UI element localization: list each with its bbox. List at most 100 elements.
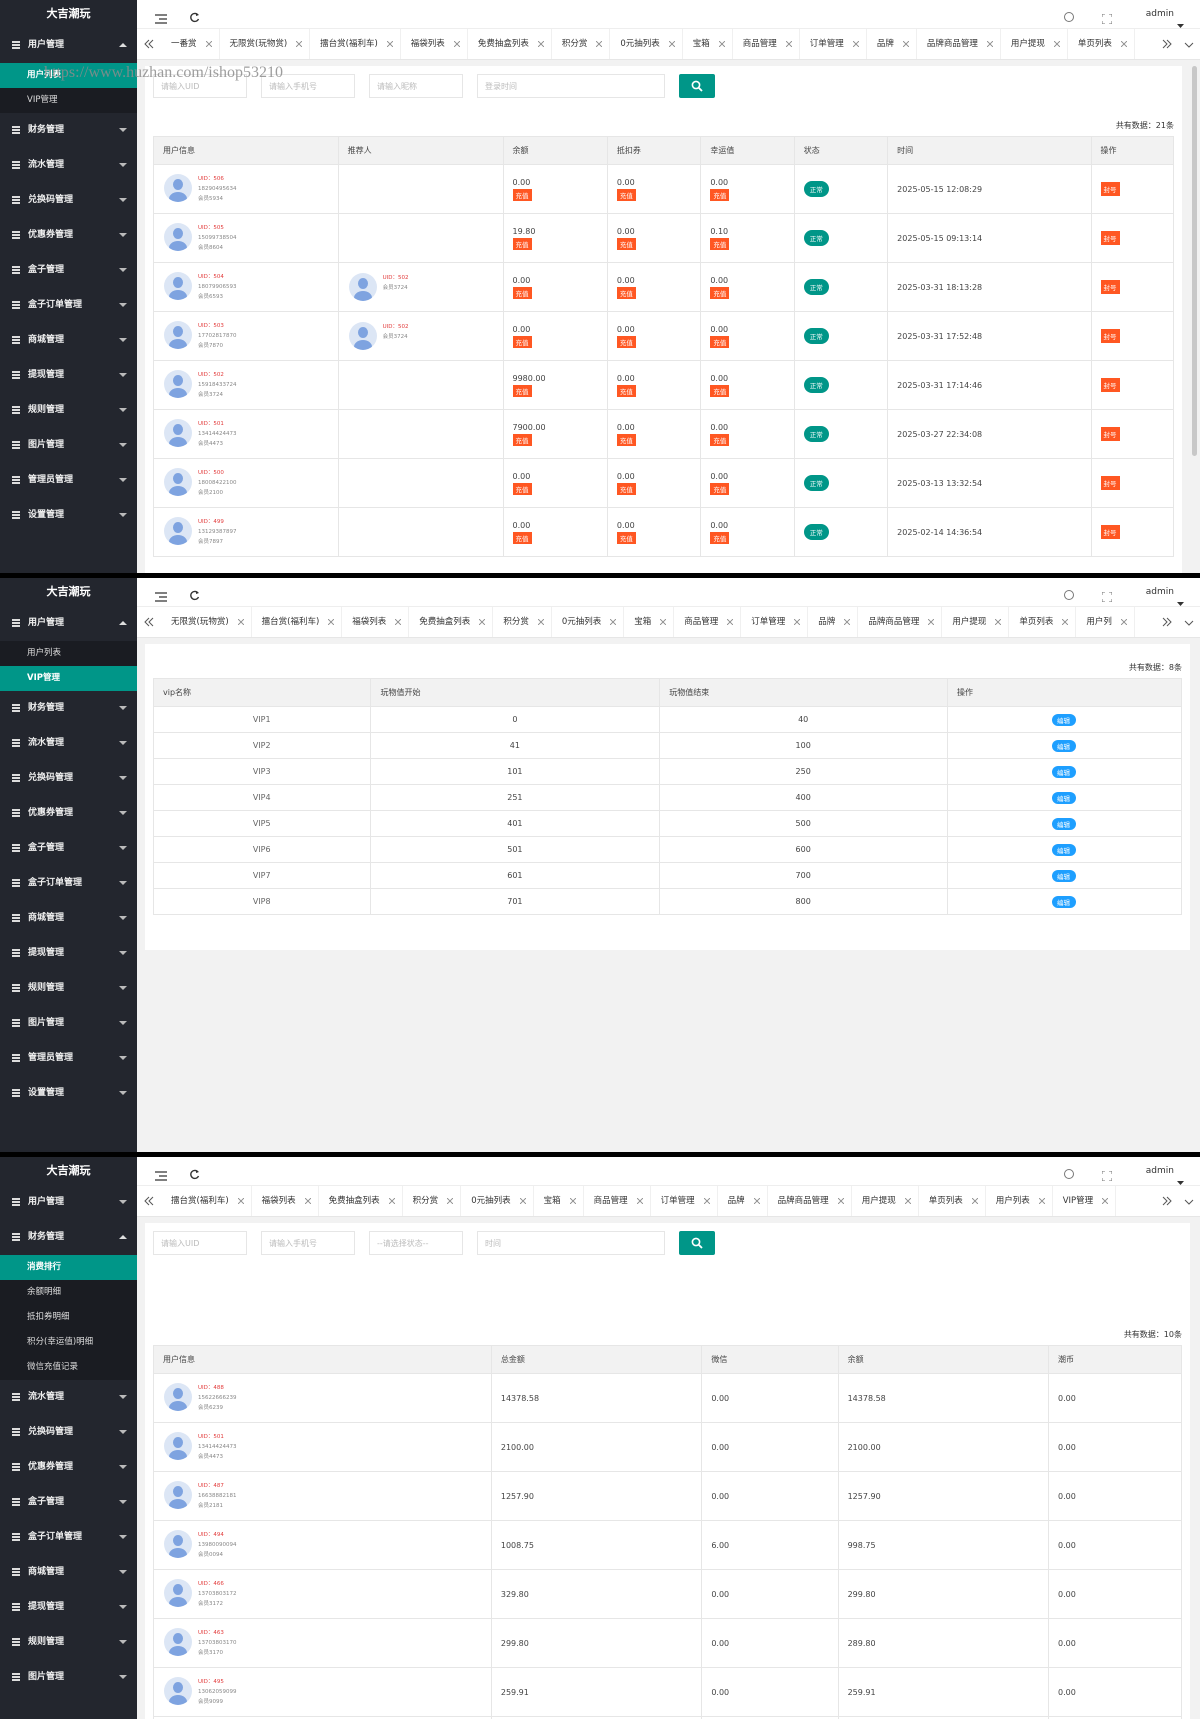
recharge-button[interactable]: 充值 xyxy=(616,237,636,250)
tab[interactable]: 订单管理 xyxy=(651,1186,718,1216)
submenu-item[interactable]: 用户列表 xyxy=(27,648,62,658)
menu-item[interactable]: 图片管理 xyxy=(0,1006,137,1041)
tab[interactable]: 订单管理 xyxy=(800,29,867,59)
menu-item[interactable]: 盒子订单管理 xyxy=(0,1520,137,1555)
recharge-button[interactable]: 充值 xyxy=(616,531,636,544)
menu-item[interactable]: 提现管理 xyxy=(0,1590,137,1625)
recharge-button[interactable]: 充值 xyxy=(710,433,730,446)
tab[interactable]: 积分赏 xyxy=(403,1186,462,1216)
menu-item[interactable]: 设置管理 xyxy=(0,1076,137,1111)
menu-item[interactable]: 财务管理 xyxy=(0,691,137,726)
recharge-button[interactable]: 充值 xyxy=(512,335,532,348)
refresh[interactable] xyxy=(189,1165,200,1184)
recharge-button[interactable]: 充值 xyxy=(512,188,532,201)
ban-button[interactable]: 封号 xyxy=(1100,476,1120,490)
menu-item[interactable]: 规则管理 xyxy=(0,393,137,428)
filter-input[interactable]: 请输入手机号 xyxy=(261,1231,355,1255)
tab[interactable]: 宝箱 xyxy=(624,607,675,637)
tab[interactable]: 订单管理 xyxy=(741,607,809,637)
edit-button[interactable]: 编辑 xyxy=(1052,739,1077,752)
menu-item[interactable]: 商城管理 xyxy=(0,323,137,358)
recharge-button[interactable]: 充值 xyxy=(512,286,532,299)
filter-input[interactable]: 登录时间 xyxy=(477,74,665,98)
menu-item[interactable]: 盒子订单管理 xyxy=(0,866,137,901)
ban-button[interactable]: 封号 xyxy=(1100,427,1120,441)
tab[interactable]: 无限赏(玩物赏) xyxy=(161,607,252,637)
recharge-button[interactable]: 充值 xyxy=(710,286,730,299)
tab[interactable]: 单页列表 xyxy=(1068,29,1135,59)
recharge-button[interactable]: 充值 xyxy=(710,237,730,250)
recharge-button[interactable]: 充值 xyxy=(512,237,532,250)
menu-item[interactable]: 优惠券管理 xyxy=(0,218,137,253)
tab[interactable]: 品牌 xyxy=(867,29,917,59)
submenu-item[interactable]: VIP管理 xyxy=(27,95,58,105)
edit-button[interactable]: 编辑 xyxy=(1052,843,1077,856)
tabs-next[interactable] xyxy=(1162,617,1172,630)
menu-item[interactable]: 规则管理 xyxy=(0,971,137,1006)
tab[interactable]: 福袋列表 xyxy=(401,29,468,59)
caret[interactable] xyxy=(1177,590,1184,618)
ban-button[interactable]: 封号 xyxy=(1100,182,1120,196)
submenu-item[interactable]: 抵扣券明细 xyxy=(27,1312,70,1322)
menu-item[interactable]: 盒子管理 xyxy=(0,253,137,288)
recharge-button[interactable]: 充值 xyxy=(616,188,636,201)
menu-item[interactable]: 用户管理 xyxy=(0,28,137,63)
menu-item[interactable]: 用户管理 xyxy=(0,1185,137,1220)
tab[interactable]: 品牌商品管理 xyxy=(768,1186,852,1216)
tab[interactable]: 免费抽盒列表 xyxy=(468,29,552,59)
tab[interactable]: 一番赏 xyxy=(161,29,220,59)
menu-item[interactable]: 盒子管理 xyxy=(0,1485,137,1520)
menu-item[interactable]: 商城管理 xyxy=(0,901,137,936)
tab[interactable]: 品牌 xyxy=(808,607,859,637)
refresh[interactable] xyxy=(189,586,200,605)
submenu-item[interactable]: 积分(幸运值)明细 xyxy=(27,1337,94,1347)
submenu-item[interactable]: VIP管理 xyxy=(0,666,137,691)
submenu-item[interactable]: 消费排行 xyxy=(0,1255,137,1280)
menu-item[interactable]: 优惠券管理 xyxy=(0,796,137,831)
menu-item[interactable]: 财务管理 xyxy=(0,113,137,148)
tab[interactable]: 单页列表 xyxy=(1009,607,1077,637)
recharge-button[interactable]: 充值 xyxy=(710,335,730,348)
tab[interactable]: VIP管理 xyxy=(1053,1186,1117,1216)
tab[interactable]: 0元抽列表 xyxy=(552,607,625,637)
menu-item[interactable]: 提现管理 xyxy=(0,936,137,971)
ban-button[interactable]: 封号 xyxy=(1100,231,1120,245)
tab[interactable]: 擂台赏(福利车) xyxy=(161,1186,252,1216)
tab[interactable]: 品牌商品管理 xyxy=(858,607,943,637)
edit-button[interactable]: 编辑 xyxy=(1052,765,1077,778)
menu-item[interactable]: 流水管理 xyxy=(0,148,137,183)
recharge-button[interactable]: 充值 xyxy=(616,384,636,397)
tab[interactable]: 擂台赏(福利车) xyxy=(252,607,343,637)
recharge-button[interactable]: 充值 xyxy=(710,188,730,201)
edit-button[interactable]: 编辑 xyxy=(1052,895,1077,908)
recharge-button[interactable]: 充值 xyxy=(512,482,532,495)
filter-input[interactable]: --请选择状态-- xyxy=(369,1231,463,1255)
theme[interactable] xyxy=(1063,8,1075,27)
submenu-item[interactable]: 微信充值记录 xyxy=(27,1362,79,1372)
ban-button[interactable]: 封号 xyxy=(1100,525,1120,539)
recharge-button[interactable]: 充值 xyxy=(616,482,636,495)
tabs-prev[interactable] xyxy=(144,617,154,630)
tab[interactable]: 商品管理 xyxy=(584,1186,651,1216)
theme[interactable] xyxy=(1063,1165,1075,1184)
menu-item[interactable]: 管理员管理 xyxy=(0,1041,137,1076)
filter-input[interactable]: 时间 xyxy=(477,1231,665,1255)
tab[interactable]: 0元抽列表 xyxy=(610,29,683,59)
recharge-button[interactable]: 充值 xyxy=(616,335,636,348)
submenu-item[interactable]: 用户列表 xyxy=(0,63,137,88)
filter-input[interactable]: 请输入UID xyxy=(153,74,247,98)
tabs-more[interactable] xyxy=(1184,1198,1194,1208)
tab[interactable]: 用户列表 xyxy=(986,1186,1053,1216)
filter-input[interactable]: 请输入手机号 xyxy=(261,74,355,98)
edit-button[interactable]: 编辑 xyxy=(1052,869,1077,882)
recharge-button[interactable]: 充值 xyxy=(710,482,730,495)
fullscreen[interactable] xyxy=(1101,587,1113,606)
menu-item[interactable]: 兑换码管理 xyxy=(0,1415,137,1450)
tab[interactable]: 宝箱 xyxy=(534,1186,584,1216)
tab[interactable]: 免费抽盒列表 xyxy=(319,1186,403,1216)
caret[interactable] xyxy=(1177,1169,1184,1197)
menu-item[interactable]: 设置管理 xyxy=(0,498,137,533)
ban-button[interactable]: 封号 xyxy=(1100,280,1120,294)
tab[interactable]: 用户提现 xyxy=(852,1186,919,1216)
recharge-button[interactable]: 充值 xyxy=(616,433,636,446)
